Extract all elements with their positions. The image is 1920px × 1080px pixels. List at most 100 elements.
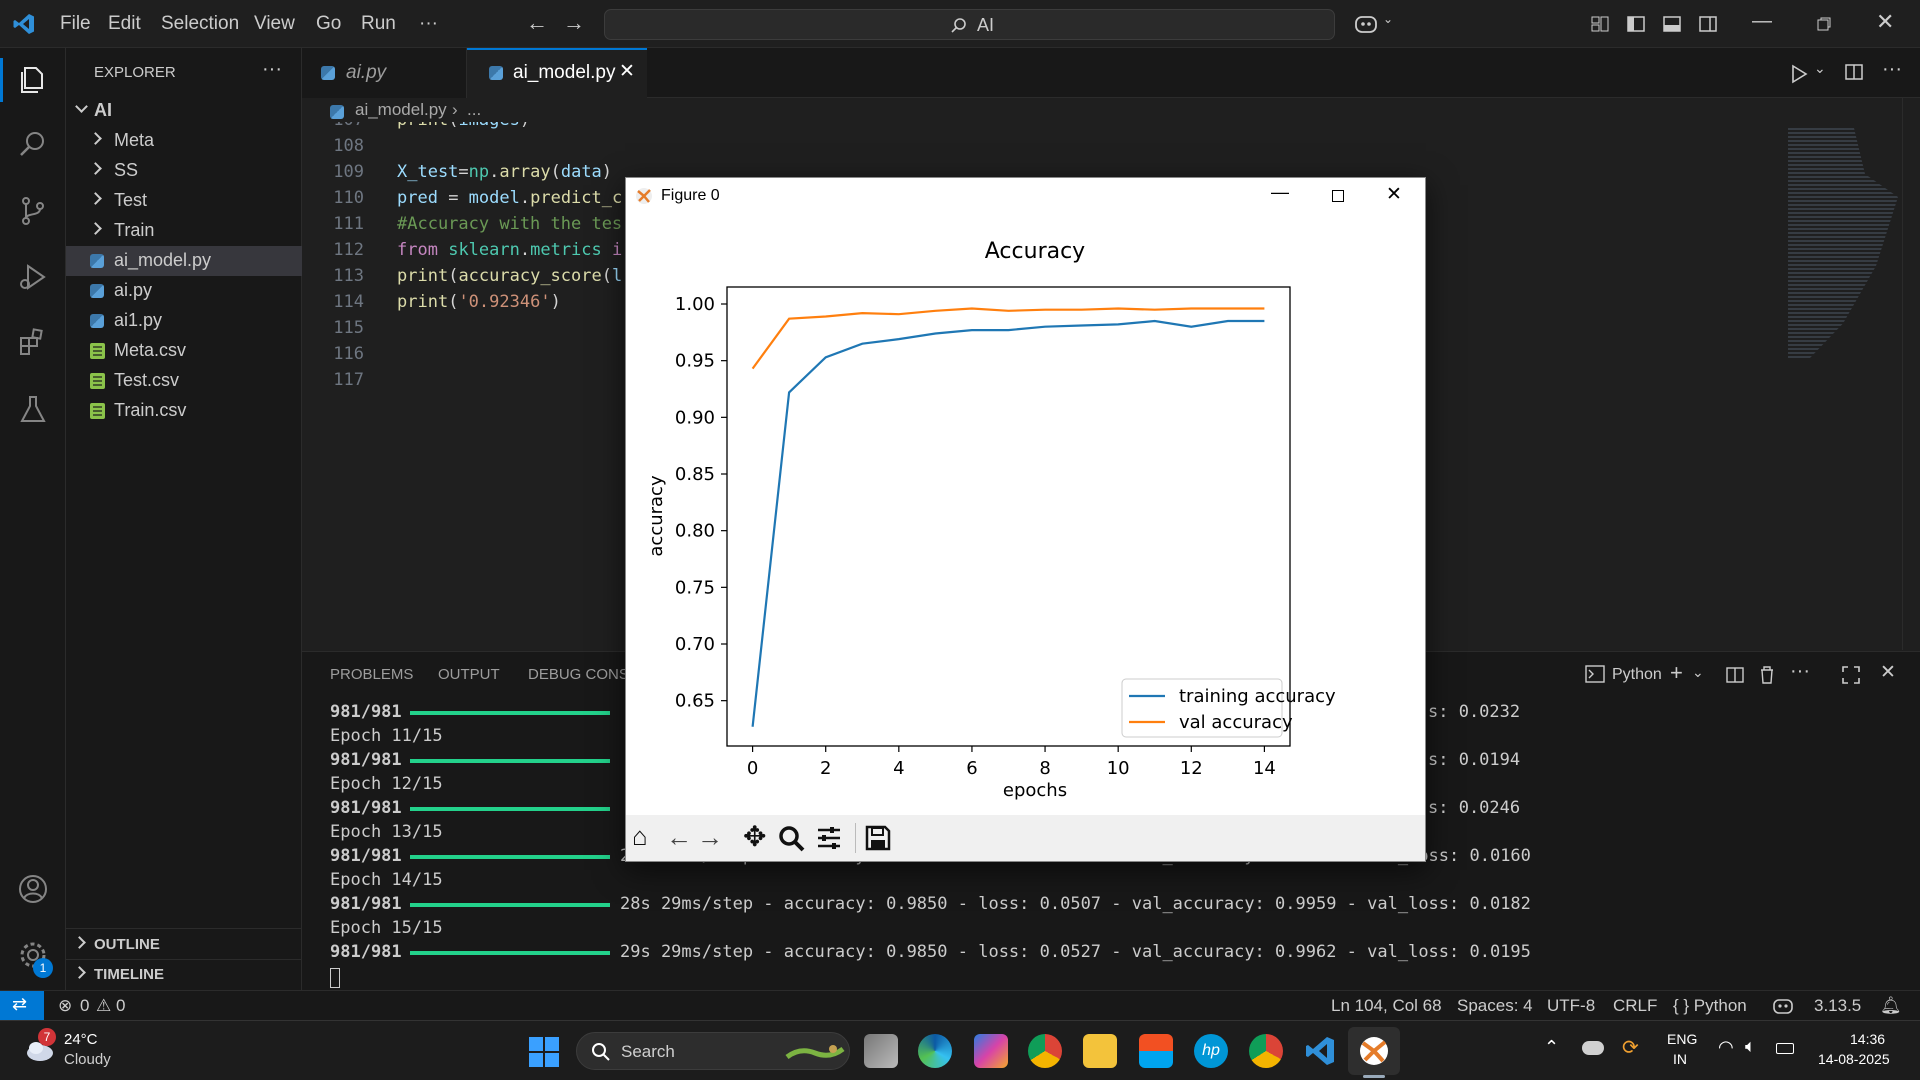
figure-title-bar[interactable]: Figure 0 — ✕ [626, 178, 1425, 214]
customize-layout-icon[interactable] [1590, 14, 1610, 34]
run-file-icon[interactable] [1790, 64, 1808, 84]
source-control-icon[interactable] [16, 194, 50, 228]
python-figure-task-active[interactable] [1348, 1027, 1400, 1075]
battery-icon[interactable] [1776, 1043, 1794, 1054]
panel-tab-debug-console[interactable]: DEBUG CONSO [528, 666, 641, 683]
command-center-search[interactable]: AI [604, 9, 1335, 40]
toggle-secondary-sidebar-icon[interactable] [1698, 14, 1718, 34]
panel-more-icon[interactable]: ··· [1790, 660, 1810, 682]
split-terminal-icon[interactable] [1726, 666, 1744, 684]
configure-subplots-icon[interactable] [816, 826, 842, 850]
figure-close-icon[interactable]: ✕ [1386, 184, 1402, 205]
chevron-down-icon[interactable]: ⌄ [1383, 12, 1394, 26]
clock-date[interactable]: 14-08-2025 [1818, 1051, 1890, 1067]
back-arrow-icon[interactable]: ← [666, 822, 692, 852]
forward-arrow-icon[interactable]: → [697, 822, 723, 852]
explorer-more-icon[interactable]: ··· [262, 58, 282, 80]
file-item-selected[interactable]: ai_model.py [66, 246, 302, 276]
copilot-app-icon[interactable] [974, 1034, 1008, 1068]
extensions-icon[interactable] [16, 326, 50, 360]
file-item[interactable]: ai.py [66, 276, 302, 306]
hp-app-icon[interactable]: hp [1194, 1034, 1228, 1068]
accounts-icon[interactable] [16, 872, 50, 906]
folder-item[interactable]: Meta [66, 126, 302, 156]
file-item[interactable]: ai1.py [66, 306, 302, 336]
menu-run[interactable]: Run [361, 13, 396, 34]
pan-move-icon[interactable]: ✥ [743, 821, 767, 852]
nav-back-icon[interactable]: ← [526, 10, 548, 35]
tab-ai-model-py[interactable]: ai_model.py ✕ [467, 48, 647, 98]
onedrive-icon[interactable] [1582, 1041, 1604, 1055]
panel-tab-output[interactable]: OUTPUT [438, 666, 500, 683]
menu-go[interactable]: Go [316, 13, 342, 34]
error-count[interactable]: 0 [80, 996, 90, 1015]
edge-browser-icon[interactable] [918, 1034, 952, 1068]
close-panel-icon[interactable]: ✕ [1880, 662, 1896, 683]
folder-item[interactable]: Train [66, 216, 302, 246]
file-item[interactable]: Test.csv [66, 366, 302, 396]
tray-chevron-up-icon[interactable]: ⌃ [1544, 1037, 1560, 1057]
menu-edit[interactable]: Edit [108, 13, 141, 34]
run-debug-icon[interactable] [16, 260, 50, 294]
home-icon[interactable]: ⌂ [632, 821, 648, 851]
editor-scrollbar[interactable] [1902, 98, 1920, 650]
microsoft-store-icon[interactable] [1139, 1034, 1173, 1068]
menu-file[interactable]: File [60, 13, 91, 34]
chrome-icon[interactable] [1028, 1034, 1062, 1068]
line-ending[interactable]: CRLF [1613, 996, 1658, 1015]
minimize-icon[interactable]: — [1752, 10, 1772, 32]
restore-icon[interactable] [1816, 16, 1832, 32]
update-sync-icon[interactable]: ⟳ [1622, 1037, 1639, 1059]
testing-flask-icon[interactable] [16, 392, 50, 426]
chrome-profile-icon[interactable] [1249, 1034, 1283, 1068]
editor-more-icon[interactable]: ··· [1882, 58, 1902, 80]
file-item[interactable]: Train.csv [66, 396, 302, 426]
nav-forward-icon[interactable]: → [563, 10, 585, 35]
wifi-icon[interactable]: ◠ [1718, 1037, 1734, 1057]
close-window-icon[interactable]: ✕ [1876, 9, 1895, 34]
outline-section[interactable]: OUTLINE [66, 930, 302, 960]
warning-count[interactable]: 0 [116, 996, 126, 1015]
save-figure-icon[interactable] [865, 825, 891, 851]
input-region[interactable]: IN [1673, 1051, 1687, 1067]
figure-maximize-icon[interactable] [1332, 190, 1344, 202]
weather-temp[interactable]: 24°C [64, 1031, 98, 1048]
python-version[interactable]: 3.13.5 [1814, 996, 1862, 1015]
file-explorer-icon[interactable] [1083, 1034, 1117, 1068]
notifications-bell-icon[interactable]: 🔔︎ [1880, 996, 1902, 1015]
split-editor-icon[interactable] [1844, 62, 1864, 82]
copilot-status-icon[interactable] [1772, 996, 1794, 1016]
code-area[interactable]: 107 print(images) 108 109 X_test=np.arra… [302, 122, 1920, 650]
close-tab-icon[interactable]: ✕ [619, 61, 635, 82]
encoding[interactable]: UTF-8 [1547, 996, 1596, 1015]
menu-selection[interactable]: Selection [161, 13, 240, 34]
language-mode[interactable]: { } Python [1673, 996, 1747, 1015]
toggle-panel-icon[interactable] [1662, 14, 1682, 34]
indentation[interactable]: Spaces: 4 [1457, 996, 1533, 1015]
terminal-chevron-down-icon[interactable]: ⌄ [1692, 664, 1704, 680]
explorer-icon[interactable] [16, 62, 50, 96]
vscode-taskbar-icon[interactable] [1303, 1034, 1337, 1068]
new-terminal-plus-icon[interactable]: + [1670, 660, 1683, 685]
maximize-panel-icon[interactable] [1842, 666, 1860, 684]
tab-ai-py[interactable]: ai.py [302, 48, 467, 98]
menu-view[interactable]: View [254, 13, 295, 34]
taskbar-search[interactable]: Search [576, 1032, 850, 1070]
search-sidebar-icon[interactable] [16, 128, 50, 162]
panel-tab-problems[interactable]: PROBLEMS [330, 666, 414, 683]
cursor-position[interactable]: Ln 104, Col 68 [1331, 996, 1442, 1015]
figure-minimize-icon[interactable]: — [1271, 182, 1289, 202]
zoom-magnifier-icon[interactable] [778, 825, 806, 853]
terminal-name[interactable]: Python [1612, 666, 1662, 683]
folder-root[interactable]: AI [66, 96, 302, 126]
copilot-icon[interactable] [1354, 12, 1380, 36]
remote-indicator[interactable]: ⇄ [0, 991, 44, 1021]
timeline-section[interactable]: TIMELINE [66, 960, 302, 990]
file-item[interactable]: Meta.csv [66, 336, 302, 366]
input-language[interactable]: ENG [1667, 1031, 1698, 1047]
folder-item[interactable]: Test [66, 186, 302, 216]
run-chevron-down-icon[interactable]: ⌄ [1814, 60, 1826, 76]
folder-item[interactable]: SS [66, 156, 302, 186]
menu-more[interactable]: ··· [419, 13, 438, 34]
toggle-sidebar-icon[interactable] [1626, 14, 1646, 34]
